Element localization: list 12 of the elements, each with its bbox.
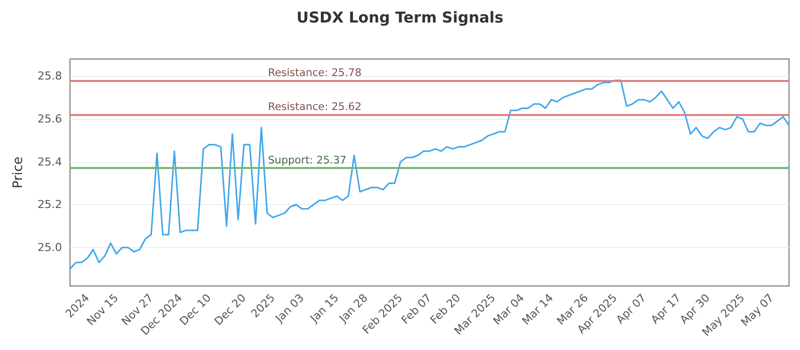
y-tick-label: 25.4 (38, 155, 62, 168)
ref-line-label: Resistance: 25.62 (268, 101, 362, 114)
y-axis-title: Price (11, 156, 26, 188)
y-tick-label: 25.6 (38, 112, 62, 126)
x-tick-label: Dec 20 (212, 291, 249, 328)
ref-line-label: Resistance: 25.78 (268, 66, 362, 79)
ref-line-label: Support: 25.37 (268, 154, 346, 167)
y-tick-label: 25.0 (38, 240, 62, 254)
line-series (69, 80, 790, 270)
chart-title: USDX Long Term Signals (296, 8, 504, 26)
y-tick-label: 25.2 (38, 198, 62, 212)
y-tick-label: 25.8 (38, 70, 62, 83)
